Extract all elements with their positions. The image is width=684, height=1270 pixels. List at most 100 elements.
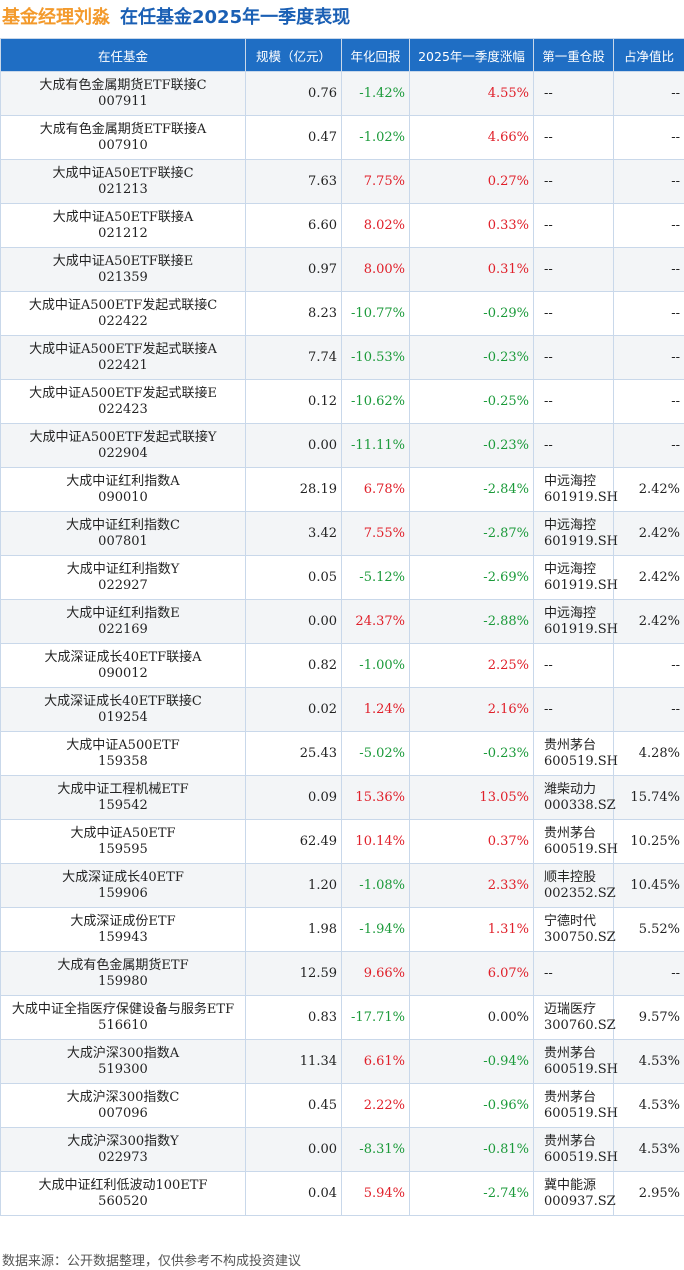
top-holding-name: 潍柴动力 xyxy=(544,781,597,797)
nav-ratio: 4.53% xyxy=(613,1039,684,1084)
nav-ratio: -- xyxy=(613,951,684,996)
table-row: 大成中证A500ETF发起式联接Y 022904 0.00 -11.11% -0.23%… xyxy=(0,423,684,468)
fund-name-cell: 大成中证A500ETF 159358 xyxy=(0,731,246,776)
fund-code: 022169 xyxy=(98,621,148,637)
fund-size: 0.47 xyxy=(245,115,342,160)
top-holding-cell: -- xyxy=(533,291,614,336)
fund-name: 大成中证A50ETF联接E xyxy=(52,253,194,269)
fund-size: 0.05 xyxy=(245,555,342,600)
data-source-note: 数据来源：公开数据整理，仅供参考不构成投资建议 xyxy=(2,1254,302,1269)
top-holding-name: -- xyxy=(544,129,553,145)
top-holding-name: 迈瑞医疗 xyxy=(544,1001,597,1017)
annual-return: 8.02% xyxy=(341,203,410,248)
q1-change: -0.94% xyxy=(409,1039,534,1084)
top-holding-code: 000338.SZ xyxy=(544,797,616,813)
top-holding-name: 贵州茅台 xyxy=(544,1045,597,1061)
fund-name: 大成中证红利指数Y xyxy=(66,561,180,577)
fund-name-cell: 大成深证成长40ETF联接A 090012 xyxy=(0,643,246,688)
q1-change: -0.23% xyxy=(409,423,534,468)
fund-name: 大成中证A500ETF发起式联接Y xyxy=(29,429,217,445)
fund-name-cell: 大成有色金属期货ETF联接A 007910 xyxy=(0,115,246,160)
top-holding-name: -- xyxy=(544,965,553,981)
q1-change: 2.25% xyxy=(409,643,534,688)
top-holding-code: 300750.SZ xyxy=(544,929,616,945)
top-holding-cell: -- xyxy=(533,335,614,380)
annual-return: -1.00% xyxy=(341,643,410,688)
table-subtitle: 在任基金2025年一季度表现 xyxy=(120,7,351,28)
fund-size: 0.02 xyxy=(245,687,342,732)
fund-name-cell: 大成沪深300指数A 519300 xyxy=(0,1039,246,1084)
fund-name-cell: 大成中证红利指数Y 022927 xyxy=(0,555,246,600)
top-holding-cell: -- xyxy=(533,687,614,732)
top-holding-cell: -- xyxy=(533,951,614,996)
fund-size: 0.83 xyxy=(245,995,342,1040)
annual-return: 1.24% xyxy=(341,687,410,732)
fund-code: 022904 xyxy=(98,445,148,461)
table-row: 大成中证红利指数Y 022927 0.05 -5.12% -2.69% 中远海控 60191… xyxy=(0,555,684,600)
table-row: 大成中证红利低波动100ETF 560520 0.04 5.94% -2.74% 冀中能源… xyxy=(0,1171,684,1216)
fund-name: 大成沪深300指数C xyxy=(66,1089,180,1105)
annual-return: -10.53% xyxy=(341,335,410,380)
fund-code: 021359 xyxy=(98,269,148,285)
top-holding-name: 贵州茅台 xyxy=(544,1133,597,1149)
fund-code: 022421 xyxy=(98,357,148,373)
table-row: 大成沪深300指数C 007096 0.45 2.22% -0.96% 贵州茅台 60051… xyxy=(0,1083,684,1128)
top-holding-name: -- xyxy=(544,349,553,365)
top-holding-cell: 迈瑞医疗 300760.SZ xyxy=(533,995,616,1040)
q1-change: -0.25% xyxy=(409,379,534,424)
top-holding-name: -- xyxy=(544,393,553,409)
fund-code: 007910 xyxy=(98,137,148,153)
fund-name-cell: 大成中证A50ETF联接C 021213 xyxy=(0,159,246,204)
top-holding-cell: -- xyxy=(533,379,614,424)
nav-ratio: -- xyxy=(613,291,684,336)
top-holding-cell: -- xyxy=(533,71,614,116)
nav-ratio: -- xyxy=(613,687,684,732)
fund-code: 159906 xyxy=(98,885,148,901)
q1-change: -0.96% xyxy=(409,1083,534,1128)
fund-name: 大成中证A500ETF发起式联接A xyxy=(29,341,217,357)
fund-size: 7.74 xyxy=(245,335,342,380)
q1-change: -2.74% xyxy=(409,1171,534,1216)
nav-ratio: -- xyxy=(613,203,684,248)
fund-name-cell: 大成中证A500ETF发起式联接A 022421 xyxy=(0,335,246,380)
top-holding-cell: 中远海控 601919.SH xyxy=(533,555,618,600)
q1-change: -0.23% xyxy=(409,731,534,776)
annual-return: 15.36% xyxy=(341,775,410,820)
fund-name: 大成深证成长40ETF xyxy=(62,869,184,885)
table-row: 大成中证A500ETF发起式联接E 022423 0.12 -10.62% -0.25%… xyxy=(0,379,684,424)
annual-return: -11.11% xyxy=(341,423,410,468)
top-holding-name: 贵州茅台 xyxy=(544,825,597,841)
top-holding-cell: 顺丰控股 002352.SZ xyxy=(533,863,616,908)
top-holding-cell: -- xyxy=(533,423,614,468)
q1-change: 0.00% xyxy=(409,995,534,1040)
top-holding-cell: 贵州茅台 600519.SH xyxy=(533,1083,619,1128)
top-holding-name: -- xyxy=(544,217,553,233)
annual-return: -8.31% xyxy=(341,1127,410,1172)
fund-code: 019254 xyxy=(98,709,148,725)
q1-change: 1.31% xyxy=(409,907,534,952)
fund-name-cell: 大成深证成长40ETF 159906 xyxy=(0,863,246,908)
top-holding-code: 601919.SH xyxy=(544,621,619,637)
fund-size: 0.00 xyxy=(245,599,342,644)
fund-name: 大成沪深300指数Y xyxy=(67,1133,179,1149)
fund-name: 大成中证A500ETF发起式联接C xyxy=(28,297,218,313)
nav-ratio: -- xyxy=(613,247,684,292)
q1-change: 0.37% xyxy=(409,819,534,864)
fund-size: 0.76 xyxy=(245,71,342,116)
fund-name: 大成沪深300指数A xyxy=(66,1045,180,1061)
fund-size: 0.82 xyxy=(245,643,342,688)
fund-name: 大成中证A500ETF xyxy=(66,737,180,753)
q1-change: -2.69% xyxy=(409,555,534,600)
top-holding-code: 600519.SH xyxy=(544,1105,619,1121)
top-holding-name: -- xyxy=(544,437,553,453)
col-header-q1-change: 2025年一季度涨幅 xyxy=(409,38,534,72)
annual-return: 7.55% xyxy=(341,511,410,556)
annual-return: 2.22% xyxy=(341,1083,410,1128)
nav-ratio: 10.25% xyxy=(613,819,684,864)
table-row: 大成深证成份ETF 159943 1.98 -1.94% 1.31% 宁德时代 300750… xyxy=(0,907,684,952)
nav-ratio: 2.42% xyxy=(613,467,684,512)
fund-name: 大成中证A50ETF联接C xyxy=(52,165,194,181)
fund-code: 519300 xyxy=(98,1061,148,1077)
table-row: 大成中证A500ETF发起式联接A 022421 7.74 -10.53% -0.23%… xyxy=(0,335,684,380)
q1-change: 0.33% xyxy=(409,203,534,248)
